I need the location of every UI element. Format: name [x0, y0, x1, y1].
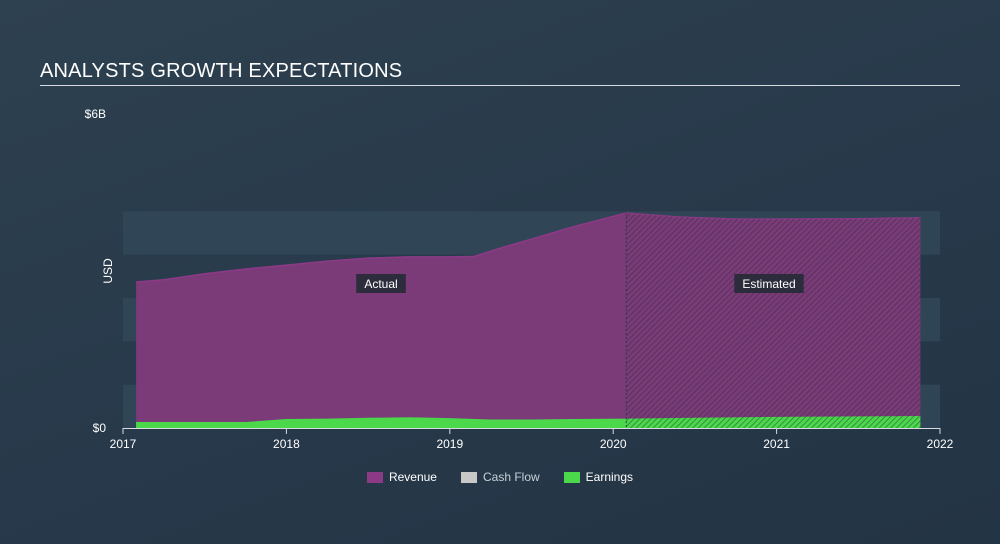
legend-label-earnings: Earnings [585, 470, 634, 484]
actual-tag-label: Actual [364, 277, 397, 291]
region-tags: Actual Estimated [356, 274, 804, 293]
legend-swatch-revenue [366, 471, 383, 483]
estimate-hatch [625, 213, 921, 428]
axes: 2017 2018 2019 2020 2021 2022 $0 $6B USD [85, 107, 954, 451]
legend-swatch-earnings [563, 471, 580, 483]
estimated-tag-bg [734, 274, 804, 293]
legend-label-revenue: Revenue [388, 470, 437, 484]
x-tick-label: 2021 [763, 437, 790, 451]
legend: Revenue Cash Flow Earnings [0, 470, 1000, 484]
actual-tag: Actual [356, 274, 406, 293]
revenue-line [136, 212, 921, 283]
estimated-tag-label: Estimated [742, 277, 795, 291]
x-tick-label: 2020 [600, 437, 627, 451]
x-tick-label: 2018 [273, 437, 300, 451]
legend-swatch-cash-flow [460, 471, 477, 483]
chart-title: ANALYSTS GROWTH EXPECTATIONS [40, 60, 403, 82]
y-tick-label: $0 [93, 421, 107, 435]
y-tick-label: $6B [85, 107, 106, 121]
legend-label-cash-flow: Cash Flow [482, 470, 540, 484]
actual-tag-bg [356, 274, 406, 293]
legend-item-revenue[interactable]: Revenue [366, 470, 437, 484]
x-tick-label: 2019 [436, 437, 463, 451]
y-axis-label: USD [101, 258, 115, 284]
legend-item-earnings[interactable]: Earnings [563, 470, 634, 484]
x-tick-label: 2022 [927, 437, 954, 451]
legend-item-cash-flow[interactable]: Cash Flow [460, 470, 540, 484]
title-divider [40, 85, 960, 86]
estimate-region [626, 213, 921, 428]
x-tick-label: 2017 [110, 437, 137, 451]
estimated-tag: Estimated [734, 274, 804, 293]
